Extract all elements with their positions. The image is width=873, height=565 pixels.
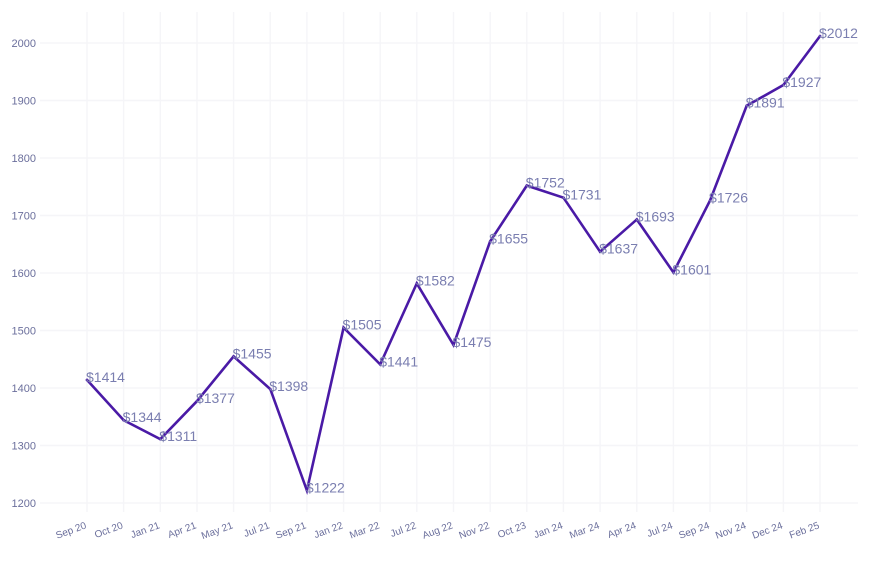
data-point	[745, 104, 748, 107]
y-tick-label: 2000	[12, 38, 36, 50]
data-label: $1601	[672, 261, 711, 277]
x-tick-label: Jul 21	[242, 520, 271, 540]
data-label: $1655	[489, 230, 528, 246]
y-tick-label: 1800	[12, 153, 36, 165]
data-label: $1891	[746, 95, 785, 111]
x-tick-label: Jan 22	[313, 520, 345, 541]
data-label: $1311	[159, 428, 197, 444]
x-tick-label: Jul 22	[389, 520, 418, 540]
data-point	[378, 363, 382, 366]
data-point	[195, 399, 199, 403]
data-point	[159, 437, 162, 441]
data-label: $1475	[453, 334, 492, 350]
data-label: $1377	[196, 390, 235, 406]
x-tick-label: Apr 21	[167, 520, 199, 541]
data-label: $1693	[636, 209, 675, 225]
x-tick-label: Mar 24	[568, 520, 601, 541]
y-axis-ticks: 1200 1300 1400 1500 1600 1700 1800 1900 2000	[12, 38, 36, 510]
data-label: $1344	[123, 409, 162, 425]
y-tick-label: 1200	[12, 498, 36, 510]
data-point	[708, 199, 712, 202]
data-label: $1441	[379, 353, 418, 369]
y-tick-label: 1900	[12, 96, 36, 108]
x-tick-label: May 21	[200, 520, 235, 542]
data-point	[782, 83, 785, 87]
data-point	[672, 271, 675, 274]
data-point	[635, 218, 639, 221]
y-tick-label: 1400	[12, 383, 36, 395]
x-tick-label: Mar 22	[348, 520, 381, 541]
data-label: $2012	[819, 25, 858, 41]
data-point	[305, 489, 309, 492]
data-label: $1731	[562, 187, 601, 203]
data-label: $1927	[782, 74, 821, 90]
data-label: $1414	[86, 369, 125, 385]
data-point	[268, 387, 272, 391]
x-tick-label: Jul 24	[646, 520, 675, 540]
x-tick-label: Nov 24	[714, 520, 748, 541]
data-point	[122, 418, 125, 422]
y-tick-label: 1700	[12, 211, 36, 223]
data-point	[415, 282, 419, 285]
data-point	[488, 240, 492, 243]
data-label: $1637	[599, 241, 638, 257]
x-tick-label: Sep 21	[274, 520, 308, 541]
series-layer	[85, 34, 822, 496]
gridlines	[40, 12, 858, 512]
x-tick-label: Aug 22	[421, 520, 455, 541]
x-tick-label: Dec 24	[751, 520, 785, 541]
data-point	[525, 184, 529, 187]
data-label: $1455	[233, 345, 272, 361]
data-label: $1752	[526, 175, 565, 191]
data-point	[818, 34, 822, 38]
data-labels: $1414 $1344 $1311 $1377 $1455 $1398 $1222 $1505…	[86, 25, 858, 495]
data-label: $1398	[269, 378, 308, 394]
x-tick-label: Nov 22	[458, 520, 492, 541]
x-axis-ticks: Sep 20 Oct 20 Jan 21 Apr 21 May 21 Jul 21 Sep …	[54, 520, 821, 542]
data-point	[452, 343, 455, 347]
x-tick-label: Jan 21	[129, 520, 161, 541]
x-tick-label: Apr 24	[606, 520, 638, 541]
data-label: $1222	[306, 479, 345, 495]
data-point	[342, 326, 345, 329]
data-point	[232, 355, 235, 358]
y-tick-label: 1500	[12, 326, 36, 338]
x-tick-label: Sep 20	[54, 520, 88, 541]
x-tick-label: Oct 23	[496, 520, 528, 541]
x-tick-label: Feb 25	[788, 520, 821, 541]
data-label: $1582	[416, 272, 455, 288]
y-tick-label: 1600	[12, 268, 36, 280]
data-point	[562, 196, 565, 199]
data-label: $1726	[709, 190, 748, 206]
x-tick-label: Sep 24	[678, 520, 712, 541]
data-point	[85, 378, 89, 382]
y-tick-label: 1300	[12, 441, 36, 453]
x-tick-label: Oct 20	[93, 520, 125, 541]
data-label: $1505	[343, 317, 382, 333]
data-point	[598, 250, 602, 254]
x-tick-label: Jan 24	[532, 520, 564, 541]
